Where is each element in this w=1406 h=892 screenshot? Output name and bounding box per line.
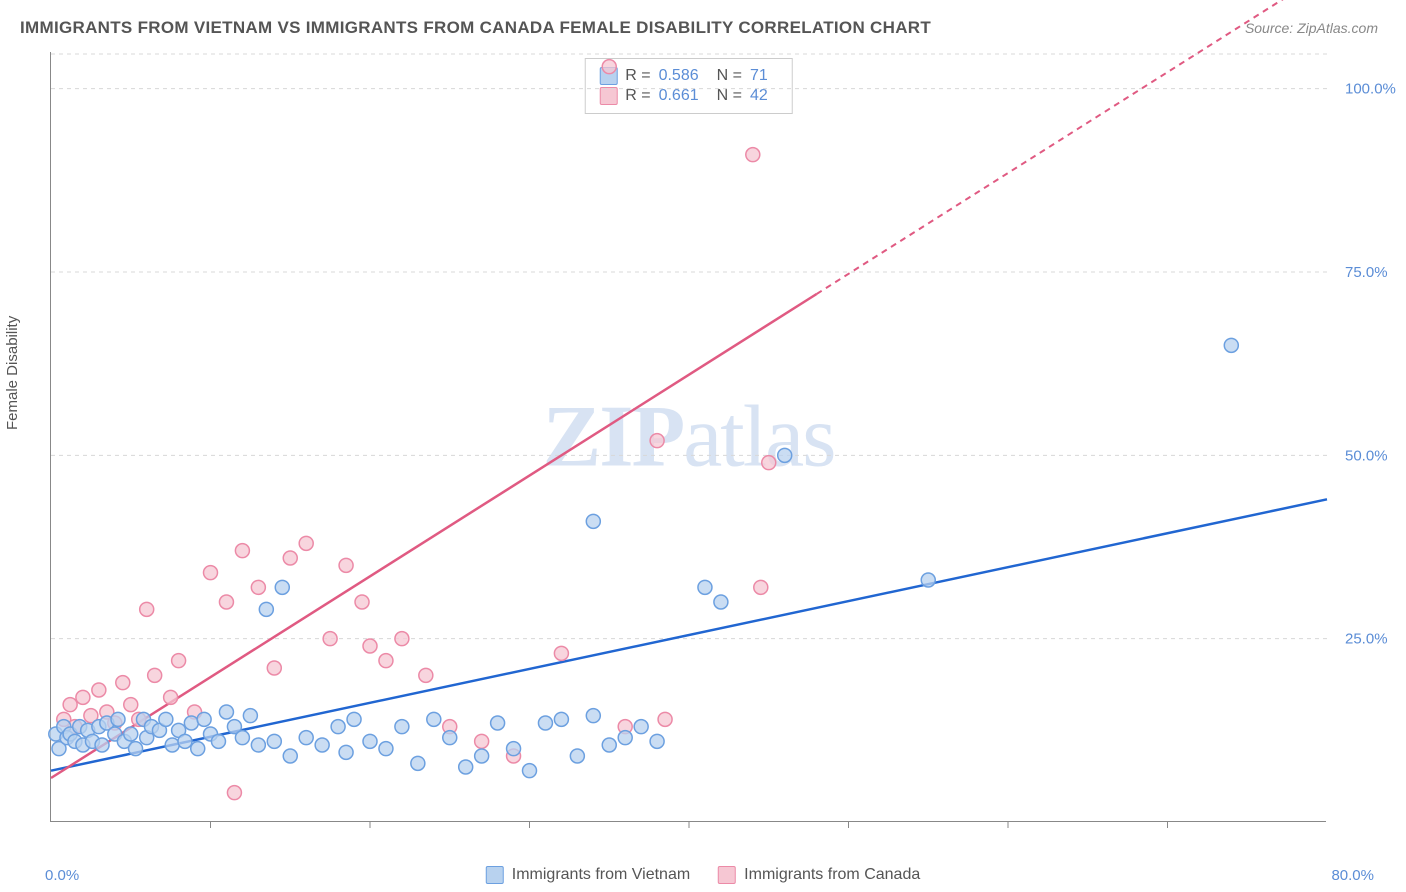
plot-svg: 25.0%50.0%75.0%100.0% bbox=[51, 52, 1326, 821]
legend-item-canada: Immigrants from Canada bbox=[718, 866, 920, 884]
legend-swatch-vietnam bbox=[486, 866, 504, 884]
correlation-chart: IMMIGRANTS FROM VIETNAM VS IMMIGRANTS FR… bbox=[0, 0, 1406, 892]
x-axis-min-label: 0.0% bbox=[45, 867, 79, 884]
svg-text:100.0%: 100.0% bbox=[1345, 81, 1396, 98]
svg-text:75.0%: 75.0% bbox=[1345, 264, 1388, 281]
legend-label-vietnam: Immigrants from Vietnam bbox=[512, 866, 690, 884]
source-attribution: Source: ZipAtlas.com bbox=[1245, 20, 1378, 36]
x-axis-max-label: 80.0% bbox=[1331, 867, 1374, 884]
plot-area: ZIPatlas R = 0.586 N = 71 R = 0.661 N = … bbox=[50, 52, 1326, 822]
series-legend: Immigrants from Vietnam Immigrants from … bbox=[486, 866, 920, 884]
y-axis-label: Female Disability bbox=[4, 316, 21, 430]
legend-label-canada: Immigrants from Canada bbox=[744, 866, 920, 884]
svg-text:50.0%: 50.0% bbox=[1345, 447, 1388, 464]
svg-text:25.0%: 25.0% bbox=[1345, 631, 1388, 648]
legend-item-vietnam: Immigrants from Vietnam bbox=[486, 866, 690, 884]
chart-title: IMMIGRANTS FROM VIETNAM VS IMMIGRANTS FR… bbox=[20, 18, 931, 38]
legend-swatch-canada bbox=[718, 866, 736, 884]
